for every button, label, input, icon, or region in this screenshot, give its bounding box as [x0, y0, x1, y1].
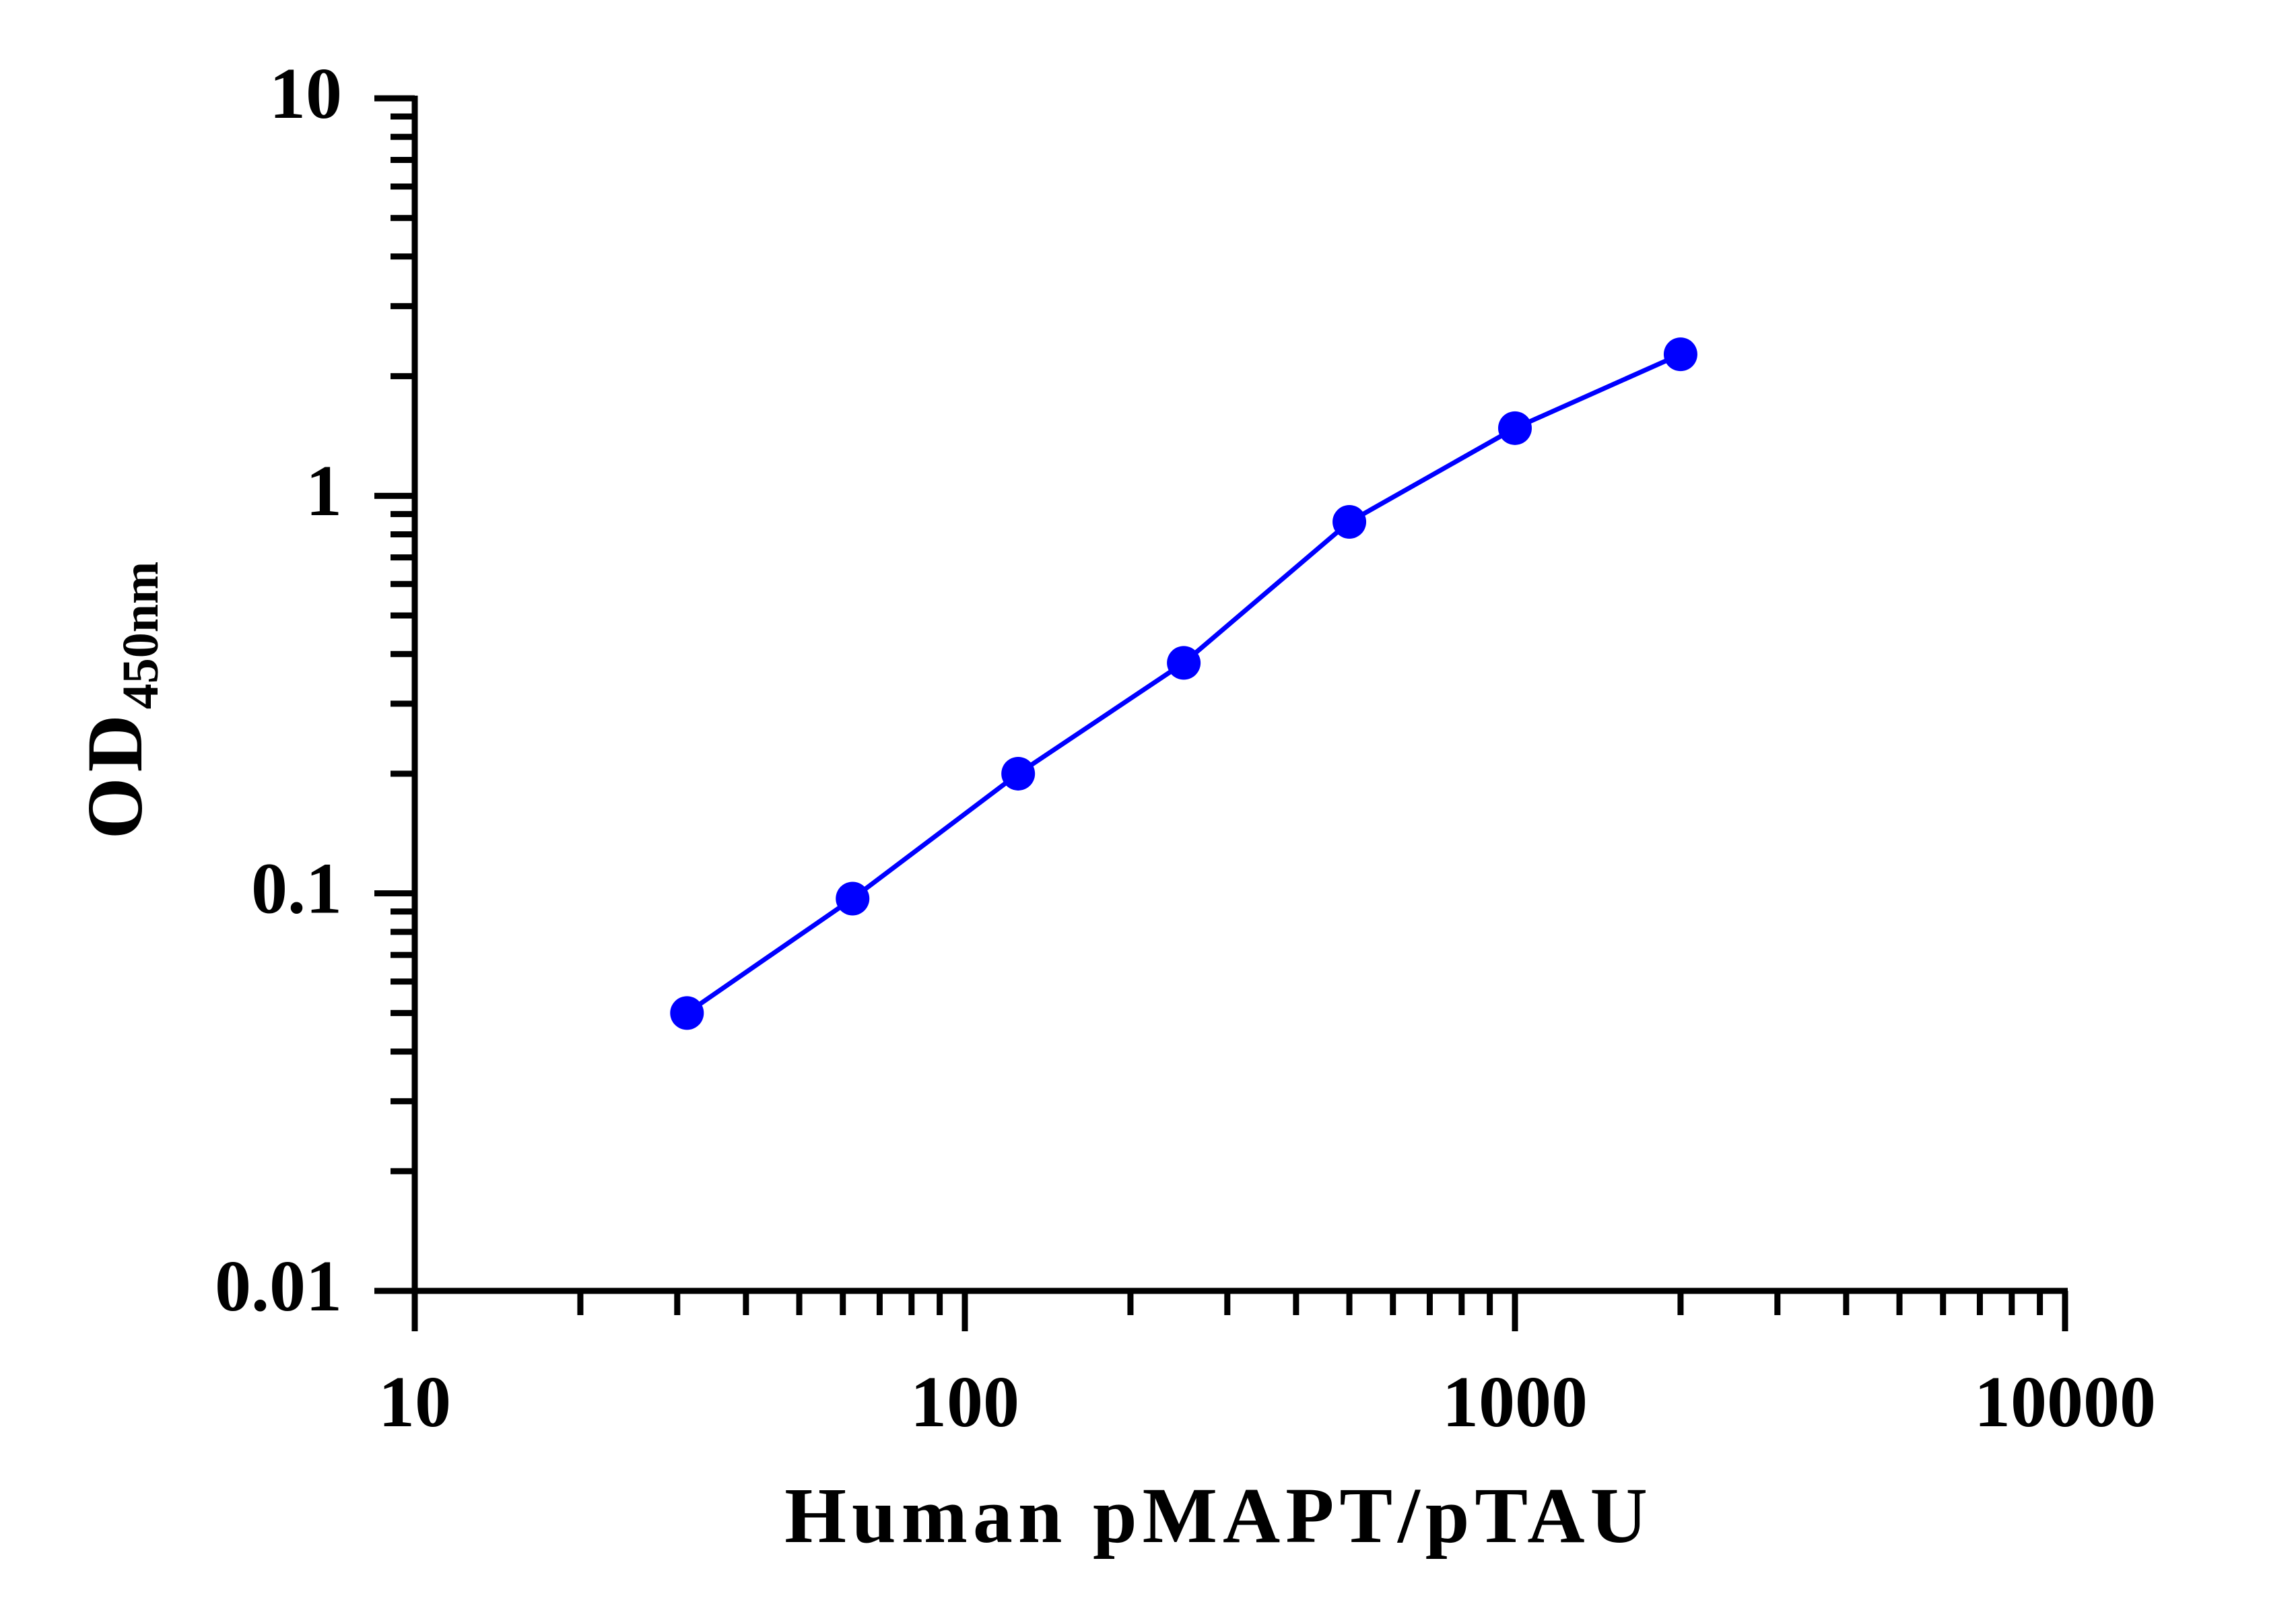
data-point: [1663, 337, 1697, 372]
x-tick-label: 100: [910, 1362, 1019, 1442]
series-line: [685, 352, 1682, 1015]
data-point: [1498, 411, 1532, 445]
y-axis-label-subscript: 450nm: [112, 562, 169, 710]
data-point: [670, 996, 704, 1030]
x-tick-label: 10: [378, 1362, 451, 1442]
x-axis-label: Human pMAPT/pTAU: [784, 1471, 1653, 1560]
y-tick-label: 0.01: [215, 1246, 342, 1327]
x-tick-label: 10000: [1974, 1362, 2156, 1442]
x-tick-label: 1000: [1442, 1362, 1588, 1442]
data-point: [836, 881, 870, 916]
y-axis-label: OD450nm: [71, 562, 169, 840]
y-tick-label: 0.1: [251, 848, 342, 929]
y-tick-label: 1: [306, 451, 342, 531]
data-point: [1167, 646, 1201, 680]
y-tick-label: 10: [269, 54, 342, 134]
data-point: [1332, 505, 1367, 539]
data-point: [1001, 756, 1036, 791]
y-axis-label-main: OD: [71, 709, 159, 839]
